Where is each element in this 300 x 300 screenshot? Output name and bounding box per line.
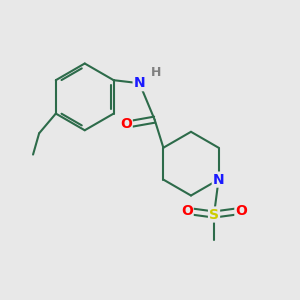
Text: O: O (120, 117, 132, 131)
Text: N: N (134, 76, 145, 90)
Text: H: H (151, 66, 161, 79)
Text: O: O (181, 205, 193, 218)
Text: N: N (213, 172, 224, 187)
Text: O: O (236, 205, 247, 218)
Text: S: S (209, 208, 219, 221)
